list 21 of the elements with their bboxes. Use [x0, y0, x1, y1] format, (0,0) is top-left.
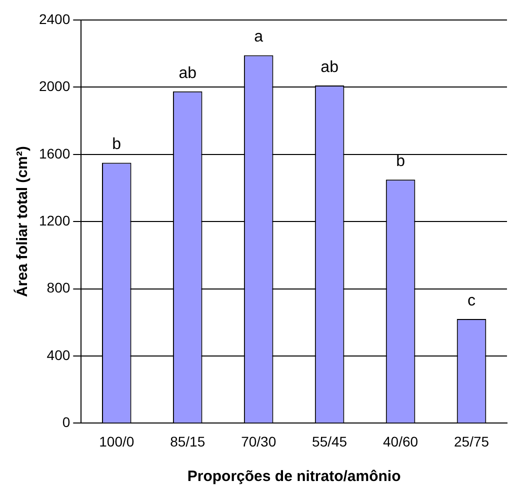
y-axis-title: Área foliar total (cm²) [13, 146, 32, 298]
annotation: b [112, 136, 122, 154]
x-tick-label: 100/0 [99, 433, 134, 450]
annotation: ab [178, 64, 197, 82]
x-tick-label: 25/75 [454, 433, 490, 450]
annotation: b [396, 153, 406, 170]
x-axis-title: Proporções de nitrato/amônio [187, 468, 401, 486]
y-tick-label: 1600 [38, 145, 70, 162]
x-tick-label: 55/45 [312, 433, 348, 450]
y-tick-label: 0 [62, 414, 70, 430]
y-tick-label: 400 [46, 346, 70, 363]
x-tick-label: 40/60 [383, 433, 418, 450]
y-tick-label: 2400 [38, 10, 70, 27]
annotation: ab [320, 58, 339, 76]
annotation: a [254, 28, 264, 46]
y-tick-label: 800 [46, 280, 70, 296]
y-tick-label: 2000 [38, 78, 70, 94]
annotation: c [468, 292, 476, 310]
x-tick-label: 70/30 [241, 433, 276, 450]
y-tick-label: 1200 [38, 212, 70, 228]
x-tick-label: 85/15 [170, 433, 206, 450]
